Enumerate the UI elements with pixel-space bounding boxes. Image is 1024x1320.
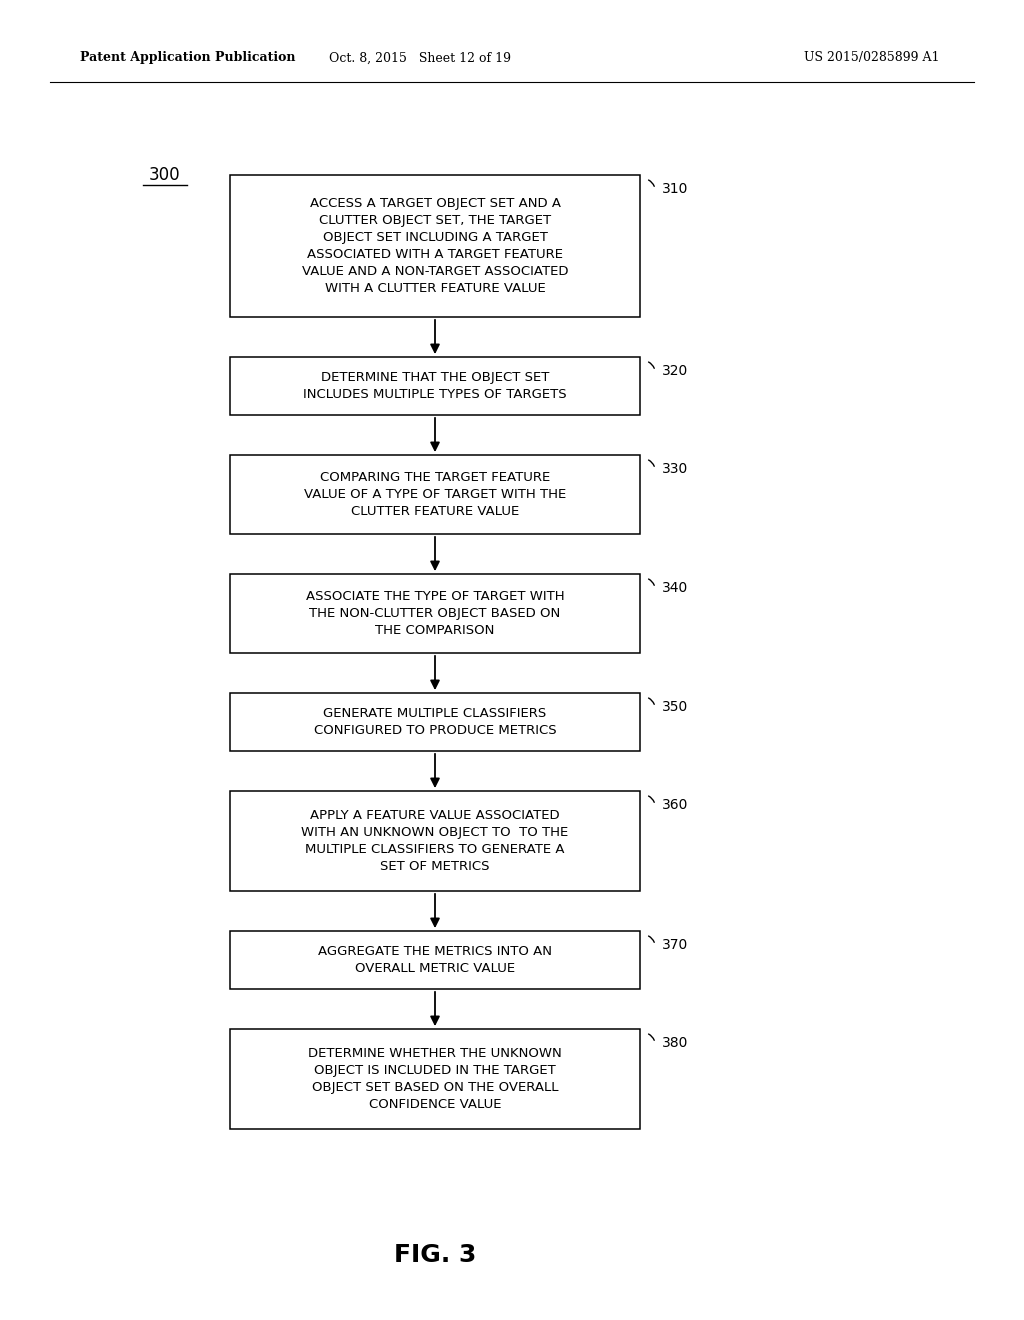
Text: DETERMINE WHETHER THE UNKNOWN
OBJECT IS INCLUDED IN THE TARGET
OBJECT SET BASED : DETERMINE WHETHER THE UNKNOWN OBJECT IS … [308,1047,562,1111]
Text: 340: 340 [662,581,688,595]
Bar [230,1030,640,1129]
Bar [230,176,640,317]
Text: 310: 310 [662,182,688,195]
Text: ACCESS A TARGET OBJECT SET AND A
CLUTTER OBJECT SET, THE TARGET
OBJECT SET INCLU: ACCESS A TARGET OBJECT SET AND A CLUTTER… [302,197,568,294]
Text: 300: 300 [150,166,181,183]
Text: FIG. 3: FIG. 3 [394,1243,476,1267]
Bar [230,574,640,653]
Bar [230,931,640,989]
Text: 350: 350 [662,700,688,714]
Text: DETERMINE THAT THE OBJECT SET
INCLUDES MULTIPLE TYPES OF TARGETS: DETERMINE THAT THE OBJECT SET INCLUDES M… [303,371,567,401]
Bar [230,791,640,891]
Text: COMPARING THE TARGET FEATURE
VALUE OF A TYPE OF TARGET WITH THE
CLUTTER FEATURE : COMPARING THE TARGET FEATURE VALUE OF A … [304,471,566,517]
Text: GENERATE MULTIPLE CLASSIFIERS
CONFIGURED TO PRODUCE METRICS: GENERATE MULTIPLE CLASSIFIERS CONFIGURED… [313,708,556,737]
Text: 360: 360 [662,799,688,812]
Text: 330: 330 [662,462,688,477]
Text: Oct. 8, 2015   Sheet 12 of 19: Oct. 8, 2015 Sheet 12 of 19 [329,51,511,65]
Text: AGGREGATE THE METRICS INTO AN
OVERALL METRIC VALUE: AGGREGATE THE METRICS INTO AN OVERALL ME… [318,945,552,975]
Text: 370: 370 [662,939,688,952]
Text: 320: 320 [662,364,688,378]
Text: US 2015/0285899 A1: US 2015/0285899 A1 [805,51,940,65]
Text: ASSOCIATE THE TYPE OF TARGET WITH
THE NON-CLUTTER OBJECT BASED ON
THE COMPARISON: ASSOCIATE THE TYPE OF TARGET WITH THE NO… [306,590,564,638]
Text: 380: 380 [662,1036,688,1049]
Bar [230,693,640,751]
Bar [230,455,640,535]
Text: APPLY A FEATURE VALUE ASSOCIATED
WITH AN UNKNOWN OBJECT TO  TO THE
MULTIPLE CLAS: APPLY A FEATURE VALUE ASSOCIATED WITH AN… [301,809,568,873]
Bar [230,356,640,414]
Text: Patent Application Publication: Patent Application Publication [80,51,296,65]
